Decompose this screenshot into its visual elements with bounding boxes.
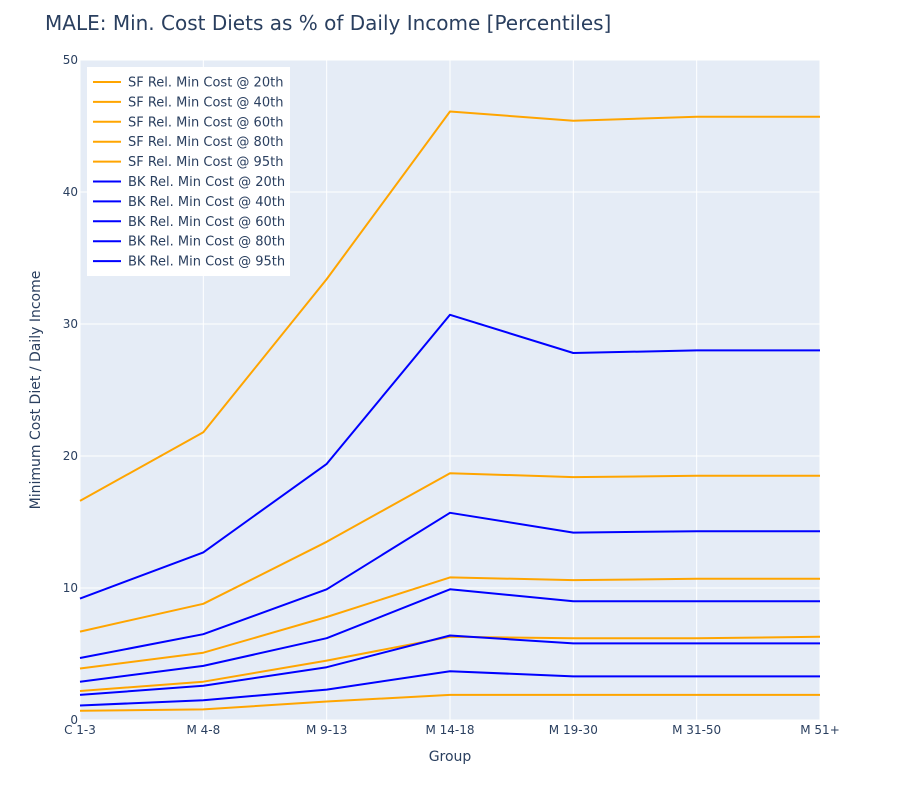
legend[interactable]: SF Rel. Min Cost @ 20th SF Rel. Min Cost … <box>87 67 290 276</box>
y-tick-label: 40 <box>63 185 78 199</box>
legend-item[interactable]: BK Rel. Min Cost @ 95th <box>93 255 285 270</box>
y-tick-label: 20 <box>63 449 78 463</box>
y-tick-label: 10 <box>63 581 78 595</box>
legend-label: SF Rel. Min Cost @ 20th <box>128 76 283 91</box>
legend-label: BK Rel. Min Cost @ 95th <box>128 255 285 270</box>
legend-item[interactable]: BK Rel. Min Cost @ 40th <box>93 195 285 210</box>
legend-label: SF Rel. Min Cost @ 80th <box>128 135 283 150</box>
series-line-2 <box>79 472 820 633</box>
series-line-5 <box>79 693 820 712</box>
y-tick-label: 50 <box>63 53 78 67</box>
x-tick-label: M 19-30 <box>549 723 598 737</box>
legend-item[interactable]: SF Rel. Min Cost @ 20th <box>93 76 283 91</box>
x-tick-label: M 4-8 <box>186 723 220 737</box>
grid-lines <box>79 59 821 721</box>
series-line-6 <box>79 313 820 600</box>
series-line-3 <box>79 576 820 670</box>
y-tick-label: 30 <box>63 317 78 331</box>
legend-label: SF Rel. Min Cost @ 95th <box>128 155 283 170</box>
legend-label: BK Rel. Min Cost @ 20th <box>128 175 285 190</box>
x-tick-label: M 31-50 <box>672 723 721 737</box>
legend-label: BK Rel. Min Cost @ 40th <box>128 195 285 210</box>
series-line-7 <box>79 511 820 659</box>
legend-item[interactable]: SF Rel. Min Cost @ 80th <box>93 135 283 150</box>
legend-item[interactable]: BK Rel. Min Cost @ 20th <box>93 175 285 190</box>
series-line-4 <box>79 635 821 692</box>
legend-label: SF Rel. Min Cost @ 40th <box>128 95 283 110</box>
x-axis-title: Group <box>429 749 472 765</box>
series-line-1 <box>79 110 820 502</box>
legend-item[interactable]: SF Rel. Min Cost @ 60th <box>93 115 283 130</box>
legend-item[interactable]: SF Rel. Min Cost @ 95th <box>93 155 283 170</box>
series-line-9 <box>79 634 820 696</box>
y-tick-label: 0 <box>70 713 78 727</box>
y-axis-title: Minimum Cost Diet / Daily Income <box>28 271 44 510</box>
legend-item[interactable]: BK Rel. Min Cost @ 80th <box>93 235 285 250</box>
legend-label: SF Rel. Min Cost @ 60th <box>128 115 283 130</box>
chart-title: MALE: Min. Cost Diets as % of Daily Inco… <box>45 11 611 35</box>
y-tick-labels: 0 10 20 30 40 50 <box>63 53 78 727</box>
legend-label: BK Rel. Min Cost @ 80th <box>128 235 285 250</box>
legend-item[interactable]: BK Rel. Min Cost @ 60th <box>93 215 285 230</box>
series-lines <box>79 110 821 712</box>
series-line-8 <box>79 588 820 683</box>
series-line-10 <box>79 670 820 707</box>
legend-item[interactable]: SF Rel. Min Cost @ 40th <box>93 95 283 110</box>
x-tick-labels: C 1-3 M 4-8 M 9-13 M 14-18 M 19-30 M 31-50 M 5… <box>64 723 840 737</box>
legend-label: BK Rel. Min Cost @ 60th <box>128 215 285 230</box>
x-tick-label: M 9-13 <box>306 723 347 737</box>
x-tick-label: M 14-18 <box>425 723 474 737</box>
x-tick-label: C 1-3 <box>64 723 96 737</box>
x-tick-label: M 51+ <box>800 723 840 737</box>
